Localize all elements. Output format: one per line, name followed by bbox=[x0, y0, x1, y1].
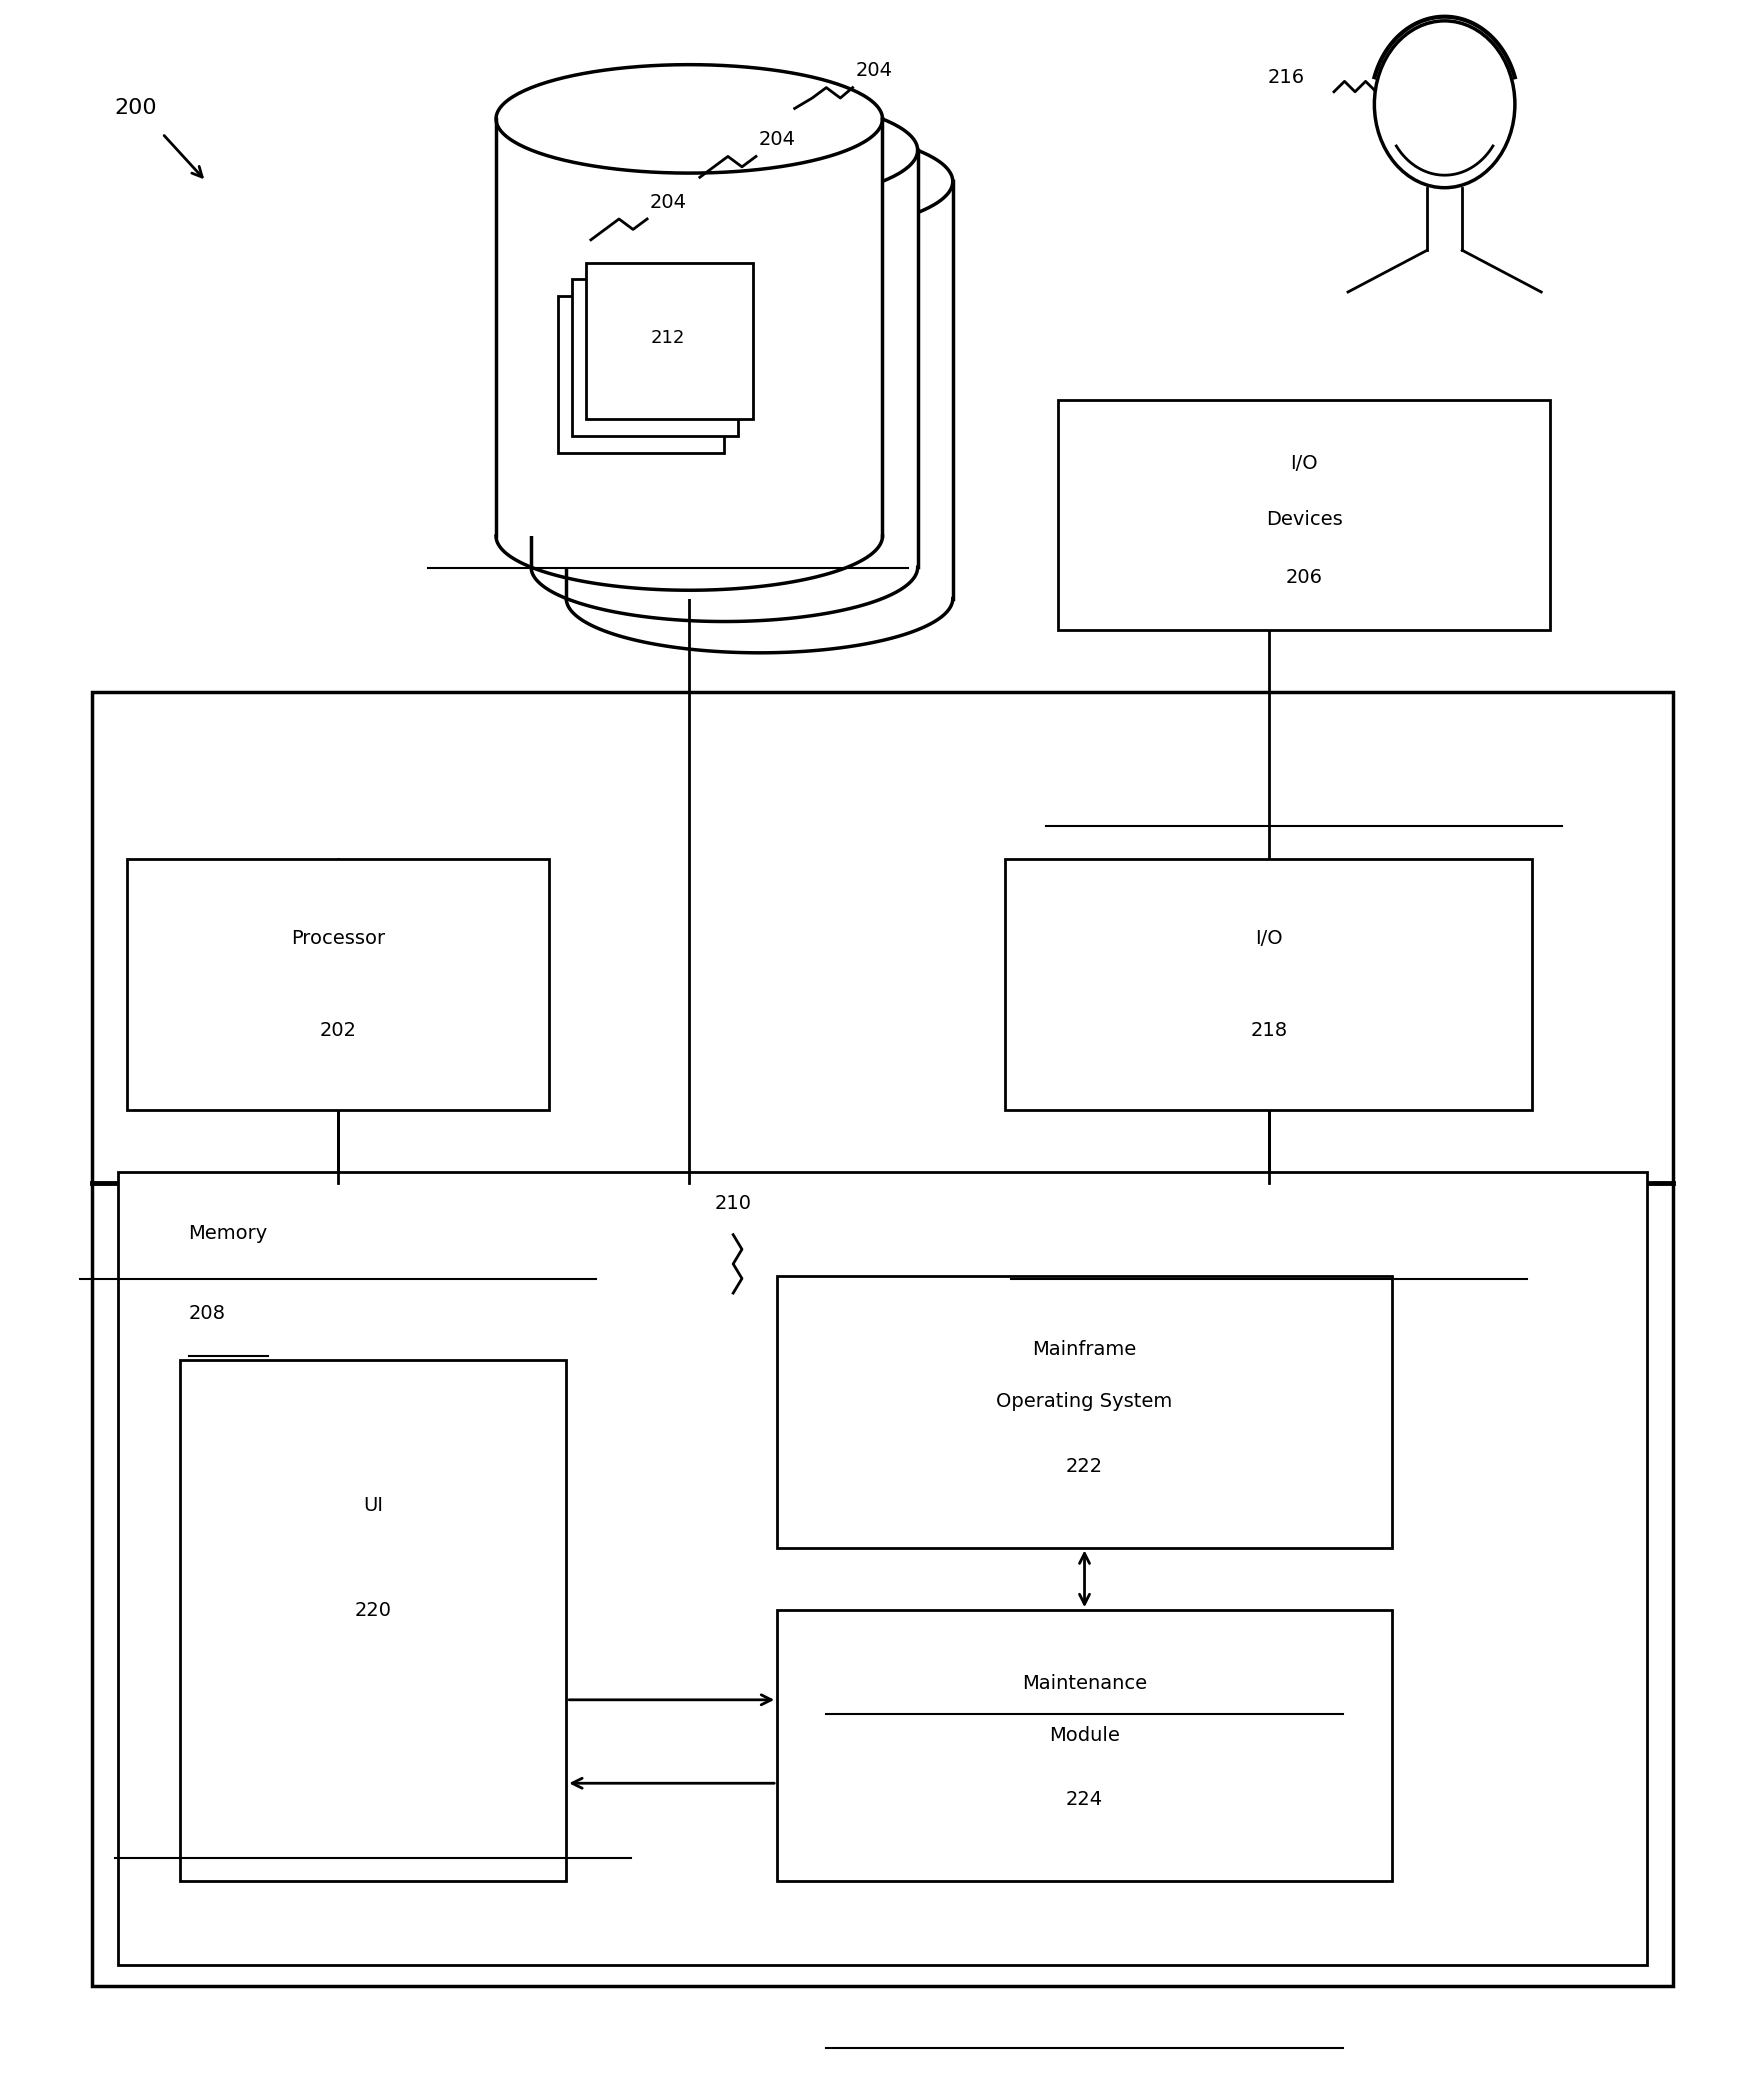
Text: 222: 222 bbox=[1065, 1457, 1102, 1476]
Text: Processor: Processor bbox=[291, 930, 385, 949]
Ellipse shape bbox=[531, 96, 917, 205]
Text: UI: UI bbox=[363, 1497, 383, 1516]
Bar bbox=[180, 1359, 566, 1880]
Text: 204: 204 bbox=[649, 193, 686, 211]
Text: 204: 204 bbox=[759, 130, 796, 149]
Text: 206: 206 bbox=[1284, 567, 1321, 586]
Text: 216: 216 bbox=[1267, 67, 1304, 86]
Text: 204: 204 bbox=[856, 61, 893, 80]
Text: I/O: I/O bbox=[1289, 454, 1318, 473]
Text: Operating System: Operating System bbox=[997, 1393, 1171, 1411]
Bar bbox=[776, 1277, 1392, 1547]
Circle shape bbox=[1374, 21, 1514, 188]
Bar bbox=[118, 1173, 1646, 1964]
Bar bbox=[776, 1610, 1392, 1880]
Bar bbox=[1005, 859, 1531, 1110]
Ellipse shape bbox=[496, 65, 882, 174]
Text: 218: 218 bbox=[1249, 1020, 1286, 1041]
Bar bbox=[127, 859, 549, 1110]
Ellipse shape bbox=[566, 128, 953, 237]
Text: Devices: Devices bbox=[1265, 509, 1342, 530]
Bar bbox=[566, 182, 953, 599]
Text: I/O: I/O bbox=[1254, 930, 1282, 949]
Text: 202: 202 bbox=[319, 1020, 356, 1041]
Text: Memory: Memory bbox=[189, 1225, 268, 1244]
Text: Maintenance: Maintenance bbox=[1021, 1673, 1147, 1692]
Text: Mainframe: Mainframe bbox=[1032, 1340, 1136, 1359]
Text: 212: 212 bbox=[651, 329, 684, 348]
Bar bbox=[531, 151, 917, 567]
Bar bbox=[92, 693, 1672, 1985]
Text: 210: 210 bbox=[714, 1194, 751, 1212]
Text: 200: 200 bbox=[115, 98, 157, 119]
Bar bbox=[586, 262, 751, 419]
Bar bbox=[557, 295, 723, 452]
Text: 208: 208 bbox=[189, 1305, 226, 1323]
Bar bbox=[1058, 400, 1549, 630]
Bar bbox=[572, 279, 737, 436]
Text: Module: Module bbox=[1048, 1725, 1120, 1744]
Text: 224: 224 bbox=[1065, 1790, 1102, 1809]
Bar bbox=[496, 119, 882, 536]
Text: 220: 220 bbox=[355, 1600, 392, 1619]
